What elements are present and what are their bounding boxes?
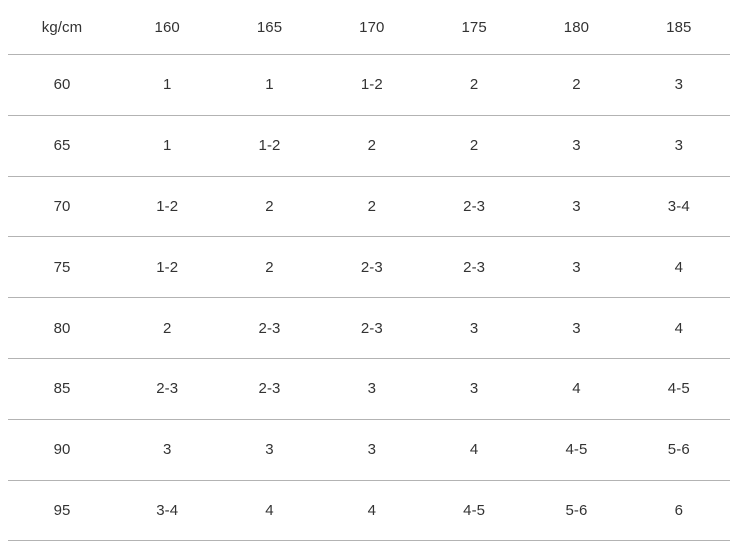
table-cell: 3 [525,115,628,177]
table-cell: 2-3 [218,358,321,420]
column-header-165: 165 [218,0,321,55]
table-cell: 2 [218,176,321,238]
table-cell: 2 [422,115,526,177]
table-body: 60 1 1 1-2 2 2 3 65 1 1-2 2 2 3 3 70 1-2… [8,54,730,542]
table-row: 70 1-2 2 2 2-3 3 3-4 [8,176,730,238]
row-label-80: 80 [8,297,117,359]
row-label-95: 95 [8,480,117,542]
table-cell: 2 [116,297,219,359]
table-cell: 4 [627,297,730,359]
table-cell: 2 [218,236,321,299]
row-label-65: 65 [8,115,117,177]
table-cell: 1-2 [116,176,219,238]
table-cell: 3 [218,419,321,481]
table-cell: 3 [320,358,423,420]
table-cell: 3 [116,419,219,481]
table-cell: 5-6 [627,419,730,481]
table-cell: 4 [218,480,321,542]
table-cell: 4-5 [627,358,730,420]
table-row: 75 1-2 2 2-3 2-3 3 4 [8,236,730,299]
table-cell: 3 [525,297,628,359]
table-header-row: kg/cm 160 165 170 175 180 185 [8,0,730,55]
table-row: 95 3-4 4 4 4-5 5-6 6 [8,480,730,542]
column-header-160: 160 [116,0,219,55]
table-cell: 2-3 [320,297,423,359]
row-label-75: 75 [8,236,117,299]
table-row: 65 1 1-2 2 2 3 3 [8,115,730,177]
column-header-180: 180 [525,0,628,55]
size-chart-table: kg/cm 160 165 170 175 180 185 60 1 1 1-2… [8,0,730,542]
table-cell: 1-2 [218,115,321,177]
row-label-60: 60 [8,54,117,116]
table-cell: 2-3 [422,176,526,238]
table-cell: 1 [218,54,321,116]
table-cell: 3 [320,419,423,481]
table-cell: 3 [627,115,730,177]
table-cell: 3 [525,236,628,299]
table-cell: 2 [422,54,526,116]
table-cell: 1-2 [320,54,423,116]
table-row: 60 1 1 1-2 2 2 3 [8,54,730,116]
table-cell: 4-5 [422,480,526,542]
row-label-85: 85 [8,358,117,420]
table-cell: 4 [320,480,423,542]
table-cell: 3 [525,176,628,238]
table-cell: 6 [627,480,730,542]
table-cell: 2-3 [422,236,526,299]
table-cell: 2 [320,176,423,238]
table-cell: 1 [116,54,219,116]
table-cell: 1 [116,115,219,177]
table-cell: 1-2 [116,236,219,299]
table-cell: 3-4 [627,176,730,238]
table-cell: 2-3 [116,358,219,420]
row-label-70: 70 [8,176,117,238]
table-cell: 2 [525,54,628,116]
table-row: 85 2-3 2-3 3 3 4 4-5 [8,358,730,420]
column-header-175: 175 [422,0,526,55]
table-cell: 3 [422,297,526,359]
table-cell: 3 [627,54,730,116]
table-cell: 4 [422,419,526,481]
table-cell: 2-3 [218,297,321,359]
table-cell: 5-6 [525,480,628,542]
table-cell: 4 [525,358,628,420]
table-row: 90 3 3 3 4 4-5 5-6 [8,419,730,481]
table-cell: 3-4 [116,480,219,542]
column-header-170: 170 [320,0,423,55]
table-cell: 4 [627,236,730,299]
table-row: 80 2 2-3 2-3 3 3 4 [8,297,730,359]
table-cell: 4-5 [525,419,628,481]
table-cell: 2 [320,115,423,177]
column-header-185: 185 [627,0,730,55]
table-cell: 2-3 [320,236,423,299]
row-label-90: 90 [8,419,117,481]
table-head: kg/cm 160 165 170 175 180 185 [8,0,730,55]
table-cell: 3 [422,358,526,420]
header-corner-label: kg/cm [8,0,117,55]
